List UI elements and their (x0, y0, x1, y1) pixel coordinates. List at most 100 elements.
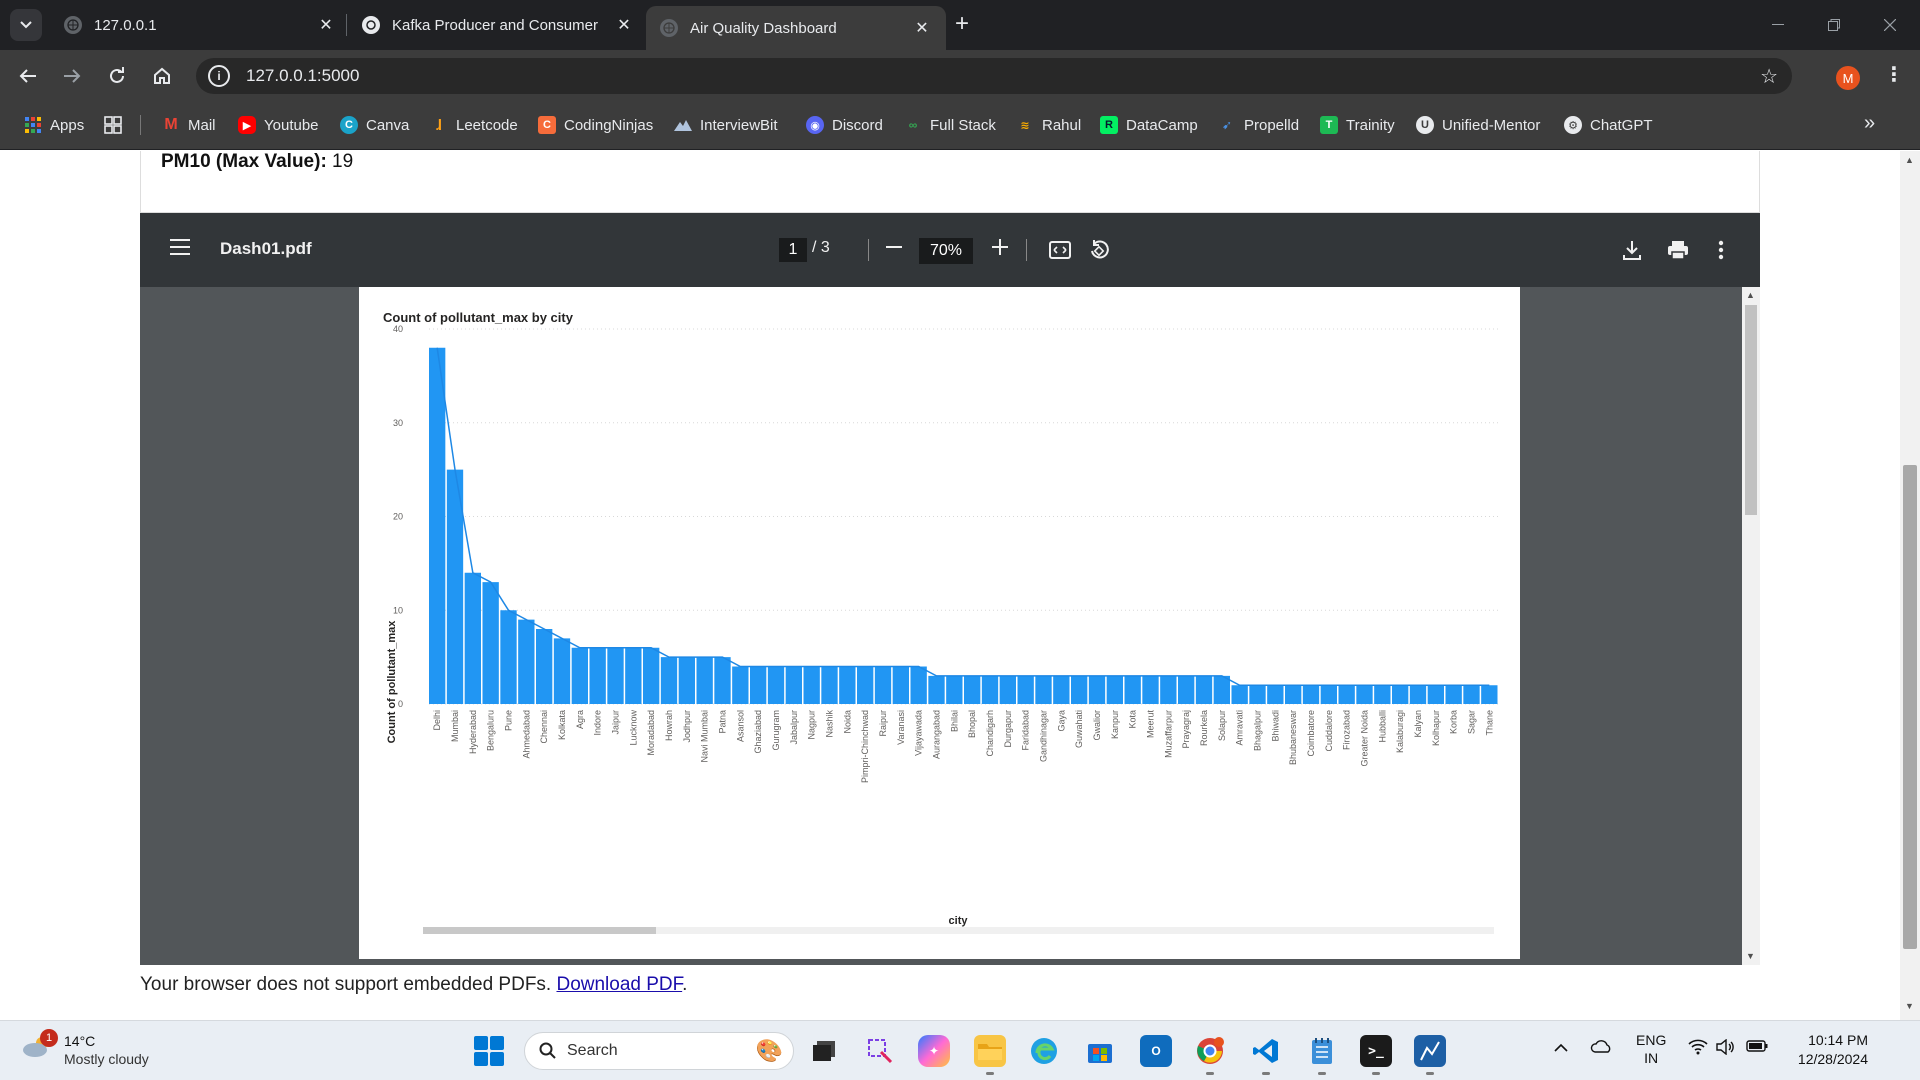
chart-bar[interactable] (767, 666, 785, 705)
chart-bar[interactable] (1285, 685, 1302, 704)
download-button[interactable] (1619, 237, 1645, 263)
profile-avatar[interactable]: M (1836, 66, 1860, 90)
chart-bar[interactable] (660, 657, 678, 704)
back-button[interactable] (12, 60, 44, 92)
chart-bar[interactable] (607, 647, 624, 704)
bookmark-fullstack[interactable]: ∞ Full Stack (904, 114, 996, 136)
chart-bar[interactable] (803, 666, 820, 705)
site-info-icon[interactable]: i (208, 65, 230, 87)
onedrive-button[interactable] (1590, 1039, 1612, 1056)
edge-button[interactable] (1028, 1035, 1060, 1067)
chart-bar[interactable] (821, 666, 838, 705)
bookmark-propelld[interactable]: ➹ Propelld (1218, 114, 1299, 136)
start-button[interactable] (474, 1036, 504, 1066)
chart-bar[interactable] (429, 347, 446, 704)
new-tab-button[interactable]: + (954, 10, 969, 37)
chart-bar[interactable] (536, 629, 553, 704)
fit-to-page-button[interactable] (1047, 237, 1073, 263)
chart-bar[interactable] (1071, 675, 1088, 704)
wifi-icon[interactable] (1688, 1039, 1708, 1058)
chart-bar[interactable] (1267, 685, 1284, 704)
chart-bar[interactable] (1213, 675, 1230, 704)
tab-kafka[interactable]: Kafka Producer and Consumer ✕ (348, 6, 648, 44)
chart-bar[interactable] (1249, 685, 1266, 704)
chart-bar[interactable] (518, 619, 535, 704)
microsoft-store-button[interactable] (1084, 1035, 1116, 1067)
chart-bar[interactable] (928, 675, 945, 704)
reload-button[interactable] (101, 60, 133, 92)
chart-bar[interactable] (1195, 675, 1213, 704)
page-number-input[interactable]: 1 (779, 238, 807, 262)
chart-scrollbar-thumb[interactable] (423, 927, 656, 934)
bookmark-rahul[interactable]: ≋ Rahul (1016, 114, 1081, 136)
tab-close-icon[interactable]: ✕ (617, 17, 631, 34)
chart-bar[interactable] (839, 666, 856, 705)
chart-bar[interactable] (571, 647, 588, 704)
battery-icon[interactable] (1746, 1039, 1768, 1055)
tab-groups-button[interactable] (104, 114, 122, 136)
terminal-button[interactable]: >_ (1360, 1035, 1392, 1067)
chart-bar[interactable] (1106, 675, 1123, 704)
browser-menu-icon[interactable]: ⋮ (1884, 64, 1904, 86)
show-hidden-icons-button[interactable] (1554, 1039, 1568, 1055)
chart-bar[interactable] (696, 657, 713, 704)
page-scrollbar-thumb[interactable] (1903, 465, 1917, 949)
forward-button[interactable] (56, 60, 88, 92)
address-bar[interactable]: i 127.0.0.1:5000 ☆ (196, 58, 1792, 94)
chart-bar[interactable] (464, 572, 481, 704)
notepad-button[interactable] (1306, 1035, 1338, 1067)
zoom-level-input[interactable]: 70% (919, 238, 973, 264)
chart-bar[interactable] (1053, 675, 1070, 704)
chart-scrollbar-track[interactable] (423, 927, 1494, 934)
bookmark-canva[interactable]: C Canva (340, 114, 409, 136)
pdf-scrollbar[interactable]: ▲ ▼ (1742, 287, 1760, 965)
chart-bar[interactable] (946, 675, 963, 704)
print-button[interactable] (1665, 237, 1691, 263)
bookmark-youtube[interactable]: ▶ Youtube (238, 114, 319, 136)
chart-bar[interactable] (750, 666, 767, 705)
tab-air-quality-dashboard[interactable]: Air Quality Dashboard ✕ (646, 6, 946, 50)
chart-bar[interactable] (1088, 675, 1106, 704)
scroll-up-arrow-icon[interactable]: ▲ (1746, 290, 1755, 300)
chart-bar[interactable] (910, 666, 927, 705)
chart-bar[interactable] (892, 666, 909, 705)
volume-icon[interactable] (1716, 1038, 1736, 1058)
tab-close-icon[interactable]: ✕ (319, 17, 333, 34)
page-scrollbar[interactable]: ▲ ▼ (1900, 151, 1920, 1020)
minimize-button[interactable] (1758, 10, 1798, 40)
scroll-up-arrow-icon[interactable]: ▲ (1905, 155, 1914, 165)
chart-bar[interactable] (625, 647, 642, 704)
chart-bar[interactable] (785, 666, 802, 705)
bookmark-mail[interactable]: M Mail (162, 114, 215, 136)
tab-close-icon[interactable]: ✕ (915, 20, 929, 37)
chart-bar[interactable] (589, 647, 606, 704)
bookmark-star-icon[interactable]: ☆ (1760, 66, 1778, 88)
tab-search-button[interactable] (10, 9, 42, 41)
copilot-button[interactable]: ✦ (918, 1035, 950, 1067)
chart-bar[interactable] (999, 675, 1016, 704)
zoom-in-button[interactable] (988, 230, 1012, 262)
chart-bar[interactable] (1035, 675, 1052, 704)
chart-bar[interactable] (1481, 685, 1498, 704)
vscode-button[interactable] (1250, 1035, 1282, 1067)
restore-button[interactable] (1814, 10, 1854, 40)
bookmark-leetcode[interactable]: ɺ Leetcode (430, 114, 518, 136)
chart-bar[interactable] (964, 675, 981, 704)
chart-bar[interactable] (1374, 685, 1391, 704)
chart-bar[interactable] (1160, 675, 1177, 704)
chart-bar[interactable] (1356, 685, 1373, 704)
bookmark-trainity[interactable]: T Trainity (1320, 114, 1395, 136)
chart-bar[interactable] (1320, 685, 1337, 704)
chart-bar[interactable] (1178, 675, 1195, 704)
menu-icon[interactable] (170, 239, 190, 260)
chart-bar[interactable] (1392, 685, 1409, 704)
bookmark-apps[interactable]: Apps (24, 114, 84, 136)
chart-bar[interactable] (874, 666, 892, 705)
zoom-out-button[interactable] (882, 229, 906, 262)
chart-bar[interactable] (678, 657, 695, 704)
chevron-double-right-icon[interactable]: » (1864, 112, 1876, 134)
chrome-button[interactable] (1194, 1035, 1226, 1067)
chart-bar[interactable] (1124, 675, 1141, 704)
chart-bar[interactable] (482, 582, 499, 704)
chart-bar[interactable] (643, 647, 660, 704)
